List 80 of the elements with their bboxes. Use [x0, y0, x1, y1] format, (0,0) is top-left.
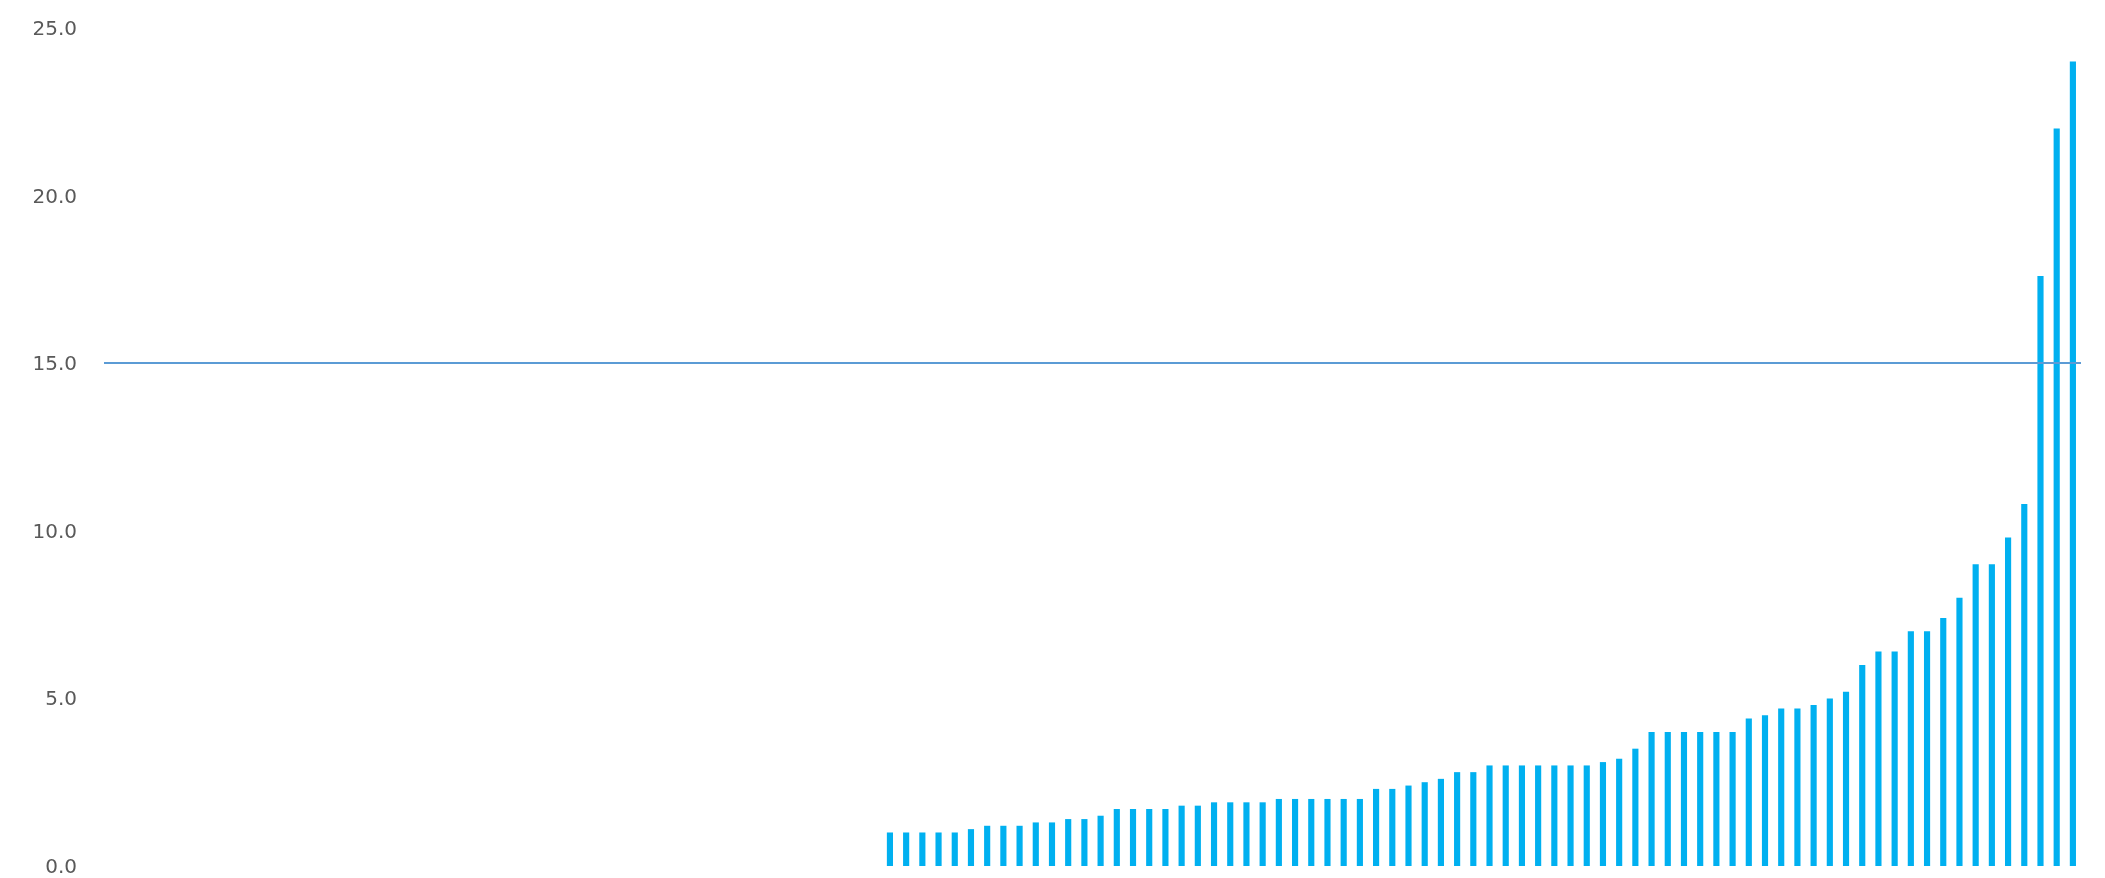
bar	[1000, 825, 1007, 866]
bar	[1065, 819, 1072, 866]
bar	[1923, 631, 1931, 866]
bar	[1340, 798, 1347, 866]
bar	[1210, 802, 1218, 866]
bar	[1875, 651, 1882, 866]
bar	[1356, 798, 1363, 866]
bar	[1162, 809, 1169, 866]
bar	[1259, 802, 1266, 866]
bar	[903, 832, 910, 866]
y-tick-label: 25.0	[32, 16, 77, 40]
bar	[1454, 772, 1461, 866]
bar	[1048, 822, 1056, 866]
bar	[1097, 815, 1104, 866]
bar	[1113, 809, 1120, 866]
bar	[1826, 698, 1833, 866]
bar	[1535, 765, 1542, 866]
y-tick-label: 0.0	[45, 854, 77, 878]
bar	[2037, 276, 2044, 866]
bar	[2021, 503, 2028, 866]
bar	[1632, 748, 1639, 866]
bar	[1842, 691, 1850, 866]
bar	[1680, 731, 1688, 866]
bar	[1599, 762, 1607, 866]
bar	[2005, 537, 2012, 866]
y-tick-label: 20.0	[32, 183, 77, 208]
bar	[935, 832, 942, 866]
bar	[1470, 772, 1477, 866]
bar	[967, 829, 975, 866]
bar	[1437, 778, 1444, 866]
bar	[951, 832, 958, 866]
y-tick-label: 5.0	[45, 686, 77, 711]
bar	[2053, 128, 2060, 866]
bar	[1972, 564, 1979, 866]
bar	[1713, 731, 1720, 866]
bar	[1778, 708, 1785, 866]
bar	[1616, 758, 1623, 866]
bar	[886, 832, 894, 866]
bar	[1373, 788, 1380, 866]
y-tick-label: 10.0	[32, 518, 77, 543]
bar	[1907, 631, 1914, 866]
bar	[1016, 825, 1023, 866]
bar	[1486, 765, 1493, 866]
bar	[1146, 809, 1153, 866]
bar	[1227, 802, 1234, 866]
bar	[1583, 765, 1590, 866]
bar	[1421, 782, 1428, 866]
bar	[1324, 798, 1331, 866]
bar	[1551, 765, 1558, 866]
bar	[1567, 765, 1574, 866]
bar	[1129, 809, 1137, 866]
bar	[1194, 805, 1201, 866]
bar	[1502, 765, 1509, 866]
bar	[1729, 731, 1736, 866]
bar	[1032, 822, 1039, 866]
bar	[1405, 785, 1412, 866]
bar	[1988, 564, 1995, 866]
bar	[1794, 708, 1801, 866]
bar	[1081, 819, 1088, 866]
bar	[1859, 664, 1866, 866]
bar	[1308, 798, 1315, 866]
bar	[1745, 718, 1752, 866]
bar	[1940, 617, 1947, 866]
bar	[1518, 765, 1526, 866]
bar	[1275, 798, 1282, 866]
bar	[1891, 651, 1898, 866]
bar	[984, 825, 991, 866]
bar	[1810, 705, 1817, 866]
bar	[1291, 798, 1299, 866]
bar	[1243, 802, 1250, 866]
bar	[1648, 731, 1655, 866]
bar	[1697, 731, 1704, 866]
bar	[1956, 597, 1963, 866]
bar	[919, 832, 926, 866]
bar	[1389, 788, 1396, 866]
bar	[1664, 731, 1671, 866]
bar	[1761, 715, 1769, 866]
bar	[2069, 61, 2076, 866]
y-tick-label: 15.0	[32, 351, 77, 376]
bar	[1178, 805, 1185, 866]
